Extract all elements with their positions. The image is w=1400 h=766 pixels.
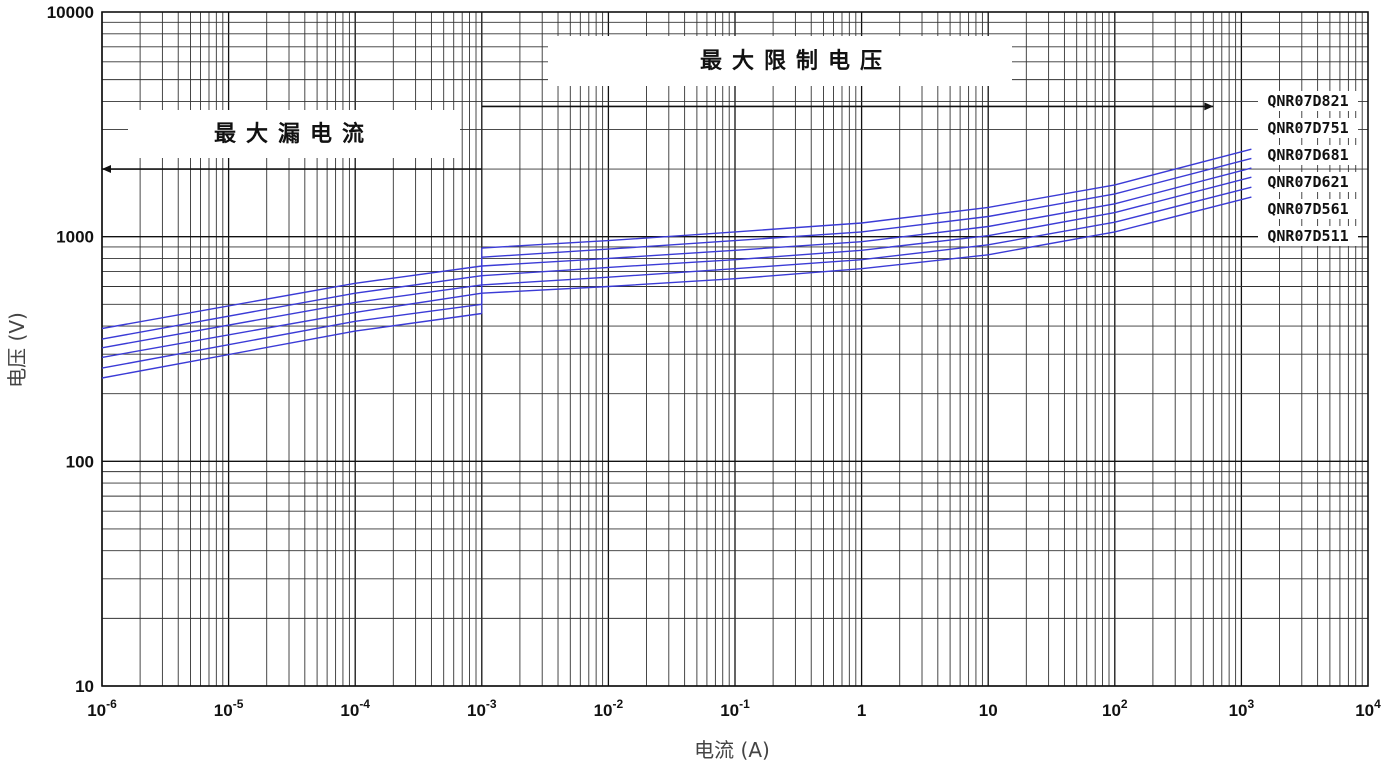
series-QNR07D561 <box>101 186 1252 369</box>
series-line-clamp <box>481 148 1252 249</box>
legend-entry: QNR07D681 <box>1267 146 1348 164</box>
series-line-leakage <box>101 303 482 369</box>
series-line-clamp <box>481 186 1252 286</box>
x-tick-label: 10-2 <box>594 697 624 720</box>
leakage-arrow-head <box>102 165 111 174</box>
x-tick-label: 1 <box>857 701 866 720</box>
y-tick-label: 10 <box>75 677 94 696</box>
y-tick-label: 1000 <box>56 228 94 247</box>
legend-bg <box>1258 118 1358 138</box>
annotation-layer: 最大漏电流 最大限制电压 <box>102 36 1214 174</box>
x-tick-label: 104 <box>1355 697 1381 720</box>
series-line-leakage <box>101 292 482 359</box>
y-tick-label: 10000 <box>47 3 94 22</box>
x-tick-label: 10-6 <box>87 697 117 720</box>
plot-frame <box>101 11 1369 687</box>
x-tick-label: 10-5 <box>214 697 244 720</box>
leakage-banner-label: 最大漏电流 <box>214 121 374 147</box>
series-QNR07D751 <box>101 157 1252 340</box>
series-line-leakage <box>101 275 482 340</box>
legend-entry: QNR07D621 <box>1267 173 1348 191</box>
y-axis-title: 电压 (V) <box>5 312 29 388</box>
series-line-leakage <box>101 284 482 349</box>
legend-entry: QNR07D561 <box>1267 200 1348 218</box>
legend-entry: QNR07D511 <box>1267 227 1348 245</box>
tick-labels: 10 100 1000 10000 10-6 10-5 10-4 10-3 10-2 10-1 1 1… <box>47 3 1381 720</box>
x-tick-label: 10-1 <box>720 697 750 720</box>
x-tick-label: 10-4 <box>340 697 370 720</box>
series-QNR07D511 <box>101 196 1252 379</box>
series-line-clamp <box>481 157 1252 258</box>
leakage-banner-bg <box>128 110 460 158</box>
legend-entry: QNR07D751 <box>1267 119 1348 137</box>
x-tick-label: 103 <box>1229 697 1255 720</box>
series-QNR07D621 <box>101 176 1252 359</box>
clamp-banner-label: 最大限制电压 <box>700 49 892 74</box>
x-tick-label: 10 <box>979 701 998 720</box>
series-line-clamp <box>481 196 1252 294</box>
legend-bg <box>1258 226 1358 246</box>
x-tick-label: 10-3 <box>467 697 497 720</box>
legend-entry: QNR07D821 <box>1267 92 1348 110</box>
x-axis-title: 电流 (A) <box>694 738 770 762</box>
series-QNR07D681 <box>101 167 1252 349</box>
x-tick-label: 102 <box>1102 697 1128 720</box>
series-line-clamp <box>481 176 1252 277</box>
y-tick-label: 100 <box>66 452 94 471</box>
clamp-arrow-head <box>1204 102 1214 111</box>
legend-bg <box>1258 199 1358 219</box>
legend-bg <box>1258 145 1358 165</box>
series-line-leakage <box>101 312 482 379</box>
series-line-leakage <box>101 265 482 330</box>
series-layer <box>101 148 1252 379</box>
series-line-clamp <box>481 167 1252 267</box>
clamp-banner-bg <box>548 36 1012 86</box>
legend: QNR07D821 QNR07D751 QNR07D681 QNR07D621 QNR0… <box>1258 91 1358 246</box>
legend-bg <box>1258 172 1358 192</box>
legend-bg <box>1258 91 1358 111</box>
